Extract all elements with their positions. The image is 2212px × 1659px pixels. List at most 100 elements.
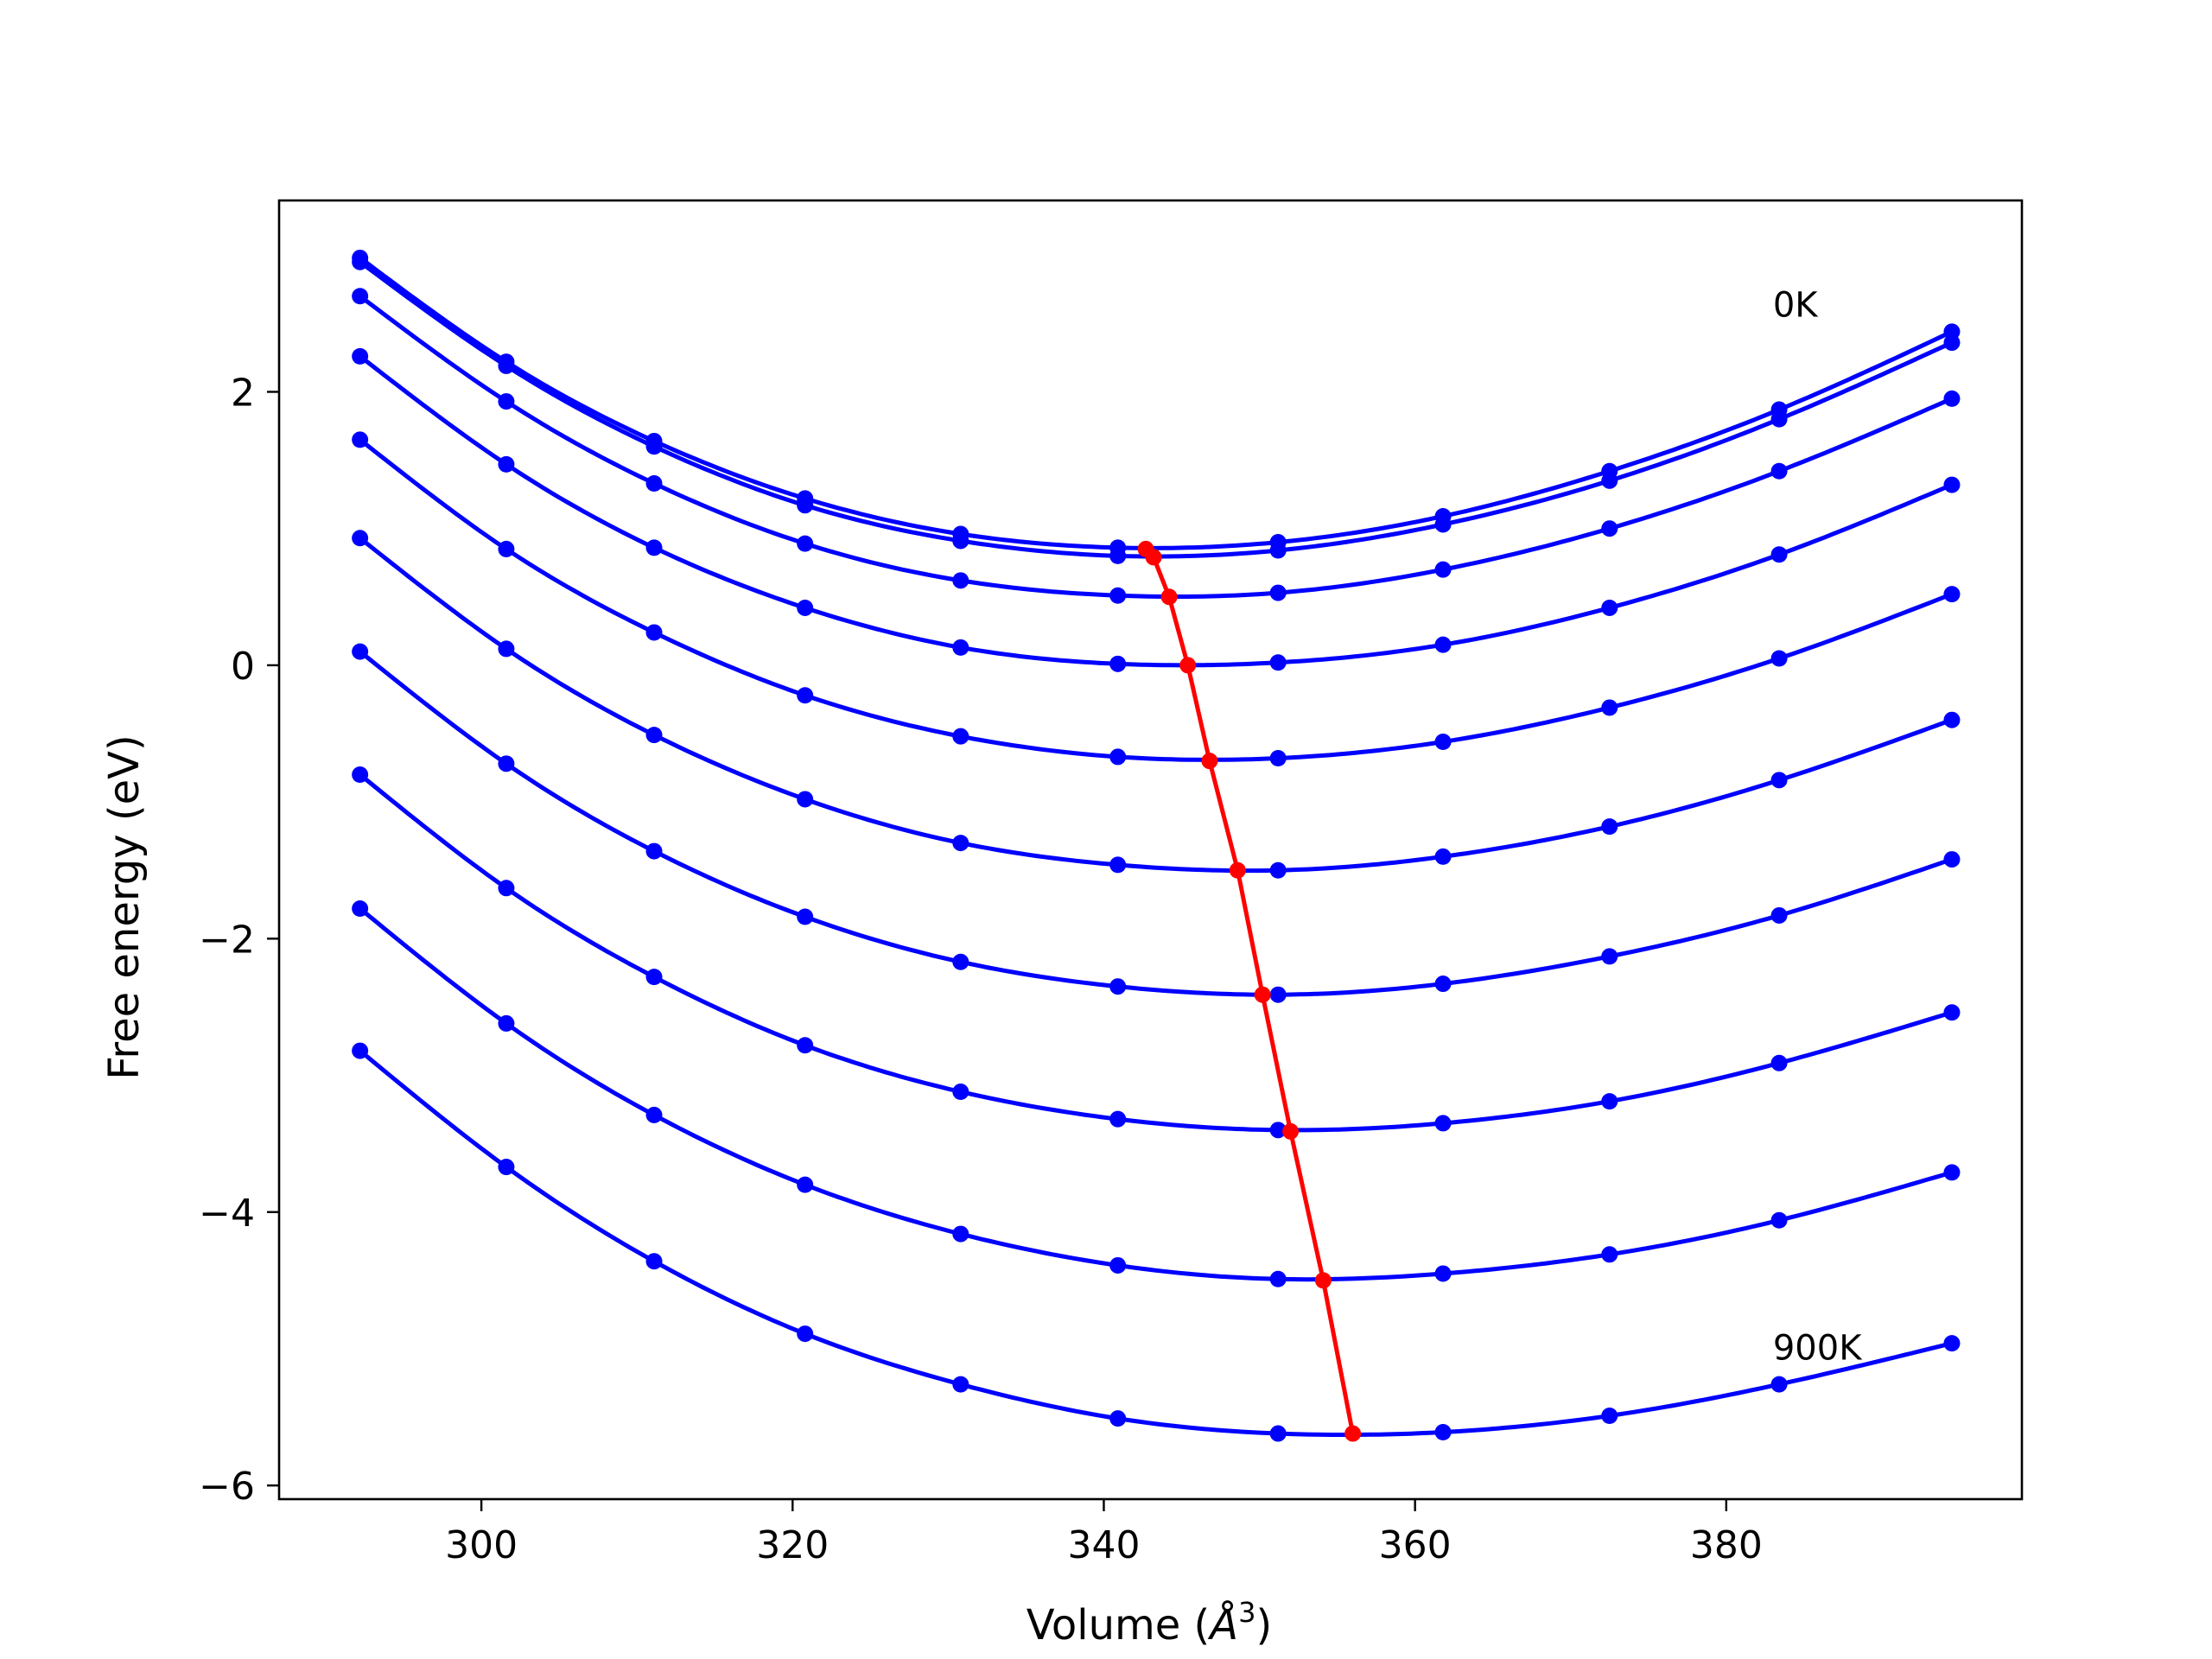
energy-data-point — [1943, 334, 1961, 352]
x-axis-title: Volume (Å3) — [1027, 1596, 1272, 1649]
energy-data-point — [797, 791, 814, 808]
energy-data-point — [952, 1376, 969, 1393]
energy-data-point — [952, 1225, 969, 1243]
energy-data-point — [1269, 749, 1287, 766]
minimum-point — [1254, 986, 1271, 1003]
energy-data-point — [1434, 734, 1452, 751]
energy-data-point — [1770, 906, 1788, 924]
energy-curve-line — [359, 437, 1953, 762]
energy-data-point — [645, 969, 663, 986]
energy-data-point — [352, 643, 369, 660]
energy-data-point — [1770, 546, 1788, 563]
energy-data-point — [1109, 587, 1127, 604]
y-axis-title: Free energy (eV) — [100, 734, 149, 1079]
x-tick-label: 340 — [1067, 1523, 1140, 1567]
minimum-point — [1160, 588, 1178, 606]
energy-data-point — [797, 535, 814, 552]
energy-data-point — [1109, 1256, 1127, 1274]
energy-data-point — [1601, 520, 1618, 537]
energy-curve-points — [352, 249, 1961, 1442]
energy-data-point — [645, 438, 663, 455]
y-axis-ticks: 2 0 −2 −4 −6 — [199, 371, 279, 1509]
energy-data-point — [952, 953, 969, 970]
energy-data-point — [1770, 1211, 1788, 1229]
minimum-point — [1314, 1272, 1332, 1289]
energy-data-point — [1770, 1054, 1788, 1071]
energy-data-point — [352, 766, 369, 783]
energy-data-point — [352, 431, 369, 448]
energy-data-point — [1269, 861, 1287, 879]
energy-curve-line — [359, 294, 1953, 599]
energy-data-point — [1434, 516, 1452, 533]
energy-curve-line — [359, 650, 1953, 997]
energy-data-point — [952, 572, 969, 589]
energy-data-point — [1269, 1270, 1287, 1287]
axes-frame — [277, 199, 2024, 1501]
energy-data-point — [352, 900, 369, 918]
energy-data-point — [645, 539, 663, 556]
energy-data-point — [498, 640, 515, 658]
energy-data-point — [952, 532, 969, 550]
energy-curve-line — [359, 354, 1953, 668]
energy-data-point — [645, 1253, 663, 1270]
energy-data-point — [352, 253, 369, 270]
minimum-point — [1179, 657, 1197, 674]
x-axis-title-unit: Å — [1207, 1600, 1238, 1649]
energy-data-point — [352, 530, 369, 547]
energy-data-point — [1269, 986, 1287, 1003]
x-tick-label: 360 — [1379, 1523, 1452, 1567]
energy-data-point — [1269, 1425, 1287, 1442]
energy-data-point — [1109, 856, 1127, 874]
y-tick-label: −6 — [199, 1465, 255, 1509]
x-axis-title-close: ) — [1255, 1601, 1272, 1649]
energy-data-point — [952, 1084, 969, 1101]
energy-data-point — [1943, 586, 1961, 603]
energy-data-point — [1601, 1093, 1618, 1110]
energy-data-point — [952, 728, 969, 745]
energy-data-point — [645, 474, 663, 492]
energy-data-point — [1434, 561, 1452, 578]
energy-data-point — [1434, 1423, 1452, 1440]
energy-data-point — [1269, 654, 1287, 671]
energy-data-point — [1770, 1376, 1788, 1393]
energy-curve-line — [359, 906, 1953, 1282]
energy-data-point — [1601, 472, 1618, 489]
energy-data-point — [498, 755, 515, 772]
energy-data-point — [797, 1037, 814, 1054]
energy-data-point — [952, 639, 969, 656]
x-axis-title-text: Volume ( — [1027, 1601, 1211, 1649]
x-tick-label: 380 — [1690, 1523, 1763, 1567]
energy-data-point — [797, 1325, 814, 1343]
energy-data-point — [1434, 636, 1452, 653]
curve-annotations: 0K 900K — [1773, 285, 1863, 1368]
energy-data-point — [1943, 711, 1961, 728]
minimum-point — [1201, 753, 1218, 770]
energy-data-point — [1770, 410, 1788, 428]
energy-data-point — [1109, 547, 1127, 564]
energy-data-point — [1434, 848, 1452, 865]
energy-data-point — [498, 357, 515, 374]
energy-data-point — [1434, 1265, 1452, 1282]
y-tick-label: −4 — [199, 1192, 255, 1236]
energy-data-point — [797, 1176, 814, 1193]
energy-curve-line — [359, 256, 1954, 550]
energy-data-point — [1269, 542, 1287, 559]
energy-data-point — [1109, 1410, 1127, 1427]
y-tick-label: 2 — [231, 371, 255, 415]
equilibrium-minima — [1137, 540, 1362, 1442]
energy-data-point — [1601, 599, 1618, 616]
temperature-annotation: 0K — [1773, 285, 1819, 325]
energy-data-point — [1434, 976, 1452, 993]
energy-data-point — [498, 393, 515, 410]
energy-data-point — [1269, 1122, 1287, 1139]
minimum-point — [1344, 1425, 1362, 1442]
x-tick-label: 300 — [445, 1523, 518, 1567]
energy-data-point — [1269, 584, 1287, 601]
energy-data-point — [797, 687, 814, 704]
energy-data-point — [1943, 1004, 1961, 1021]
energy-data-point — [645, 624, 663, 641]
x-axis-title-exponent: 3 — [1238, 1596, 1255, 1629]
minimum-point — [1145, 549, 1162, 566]
